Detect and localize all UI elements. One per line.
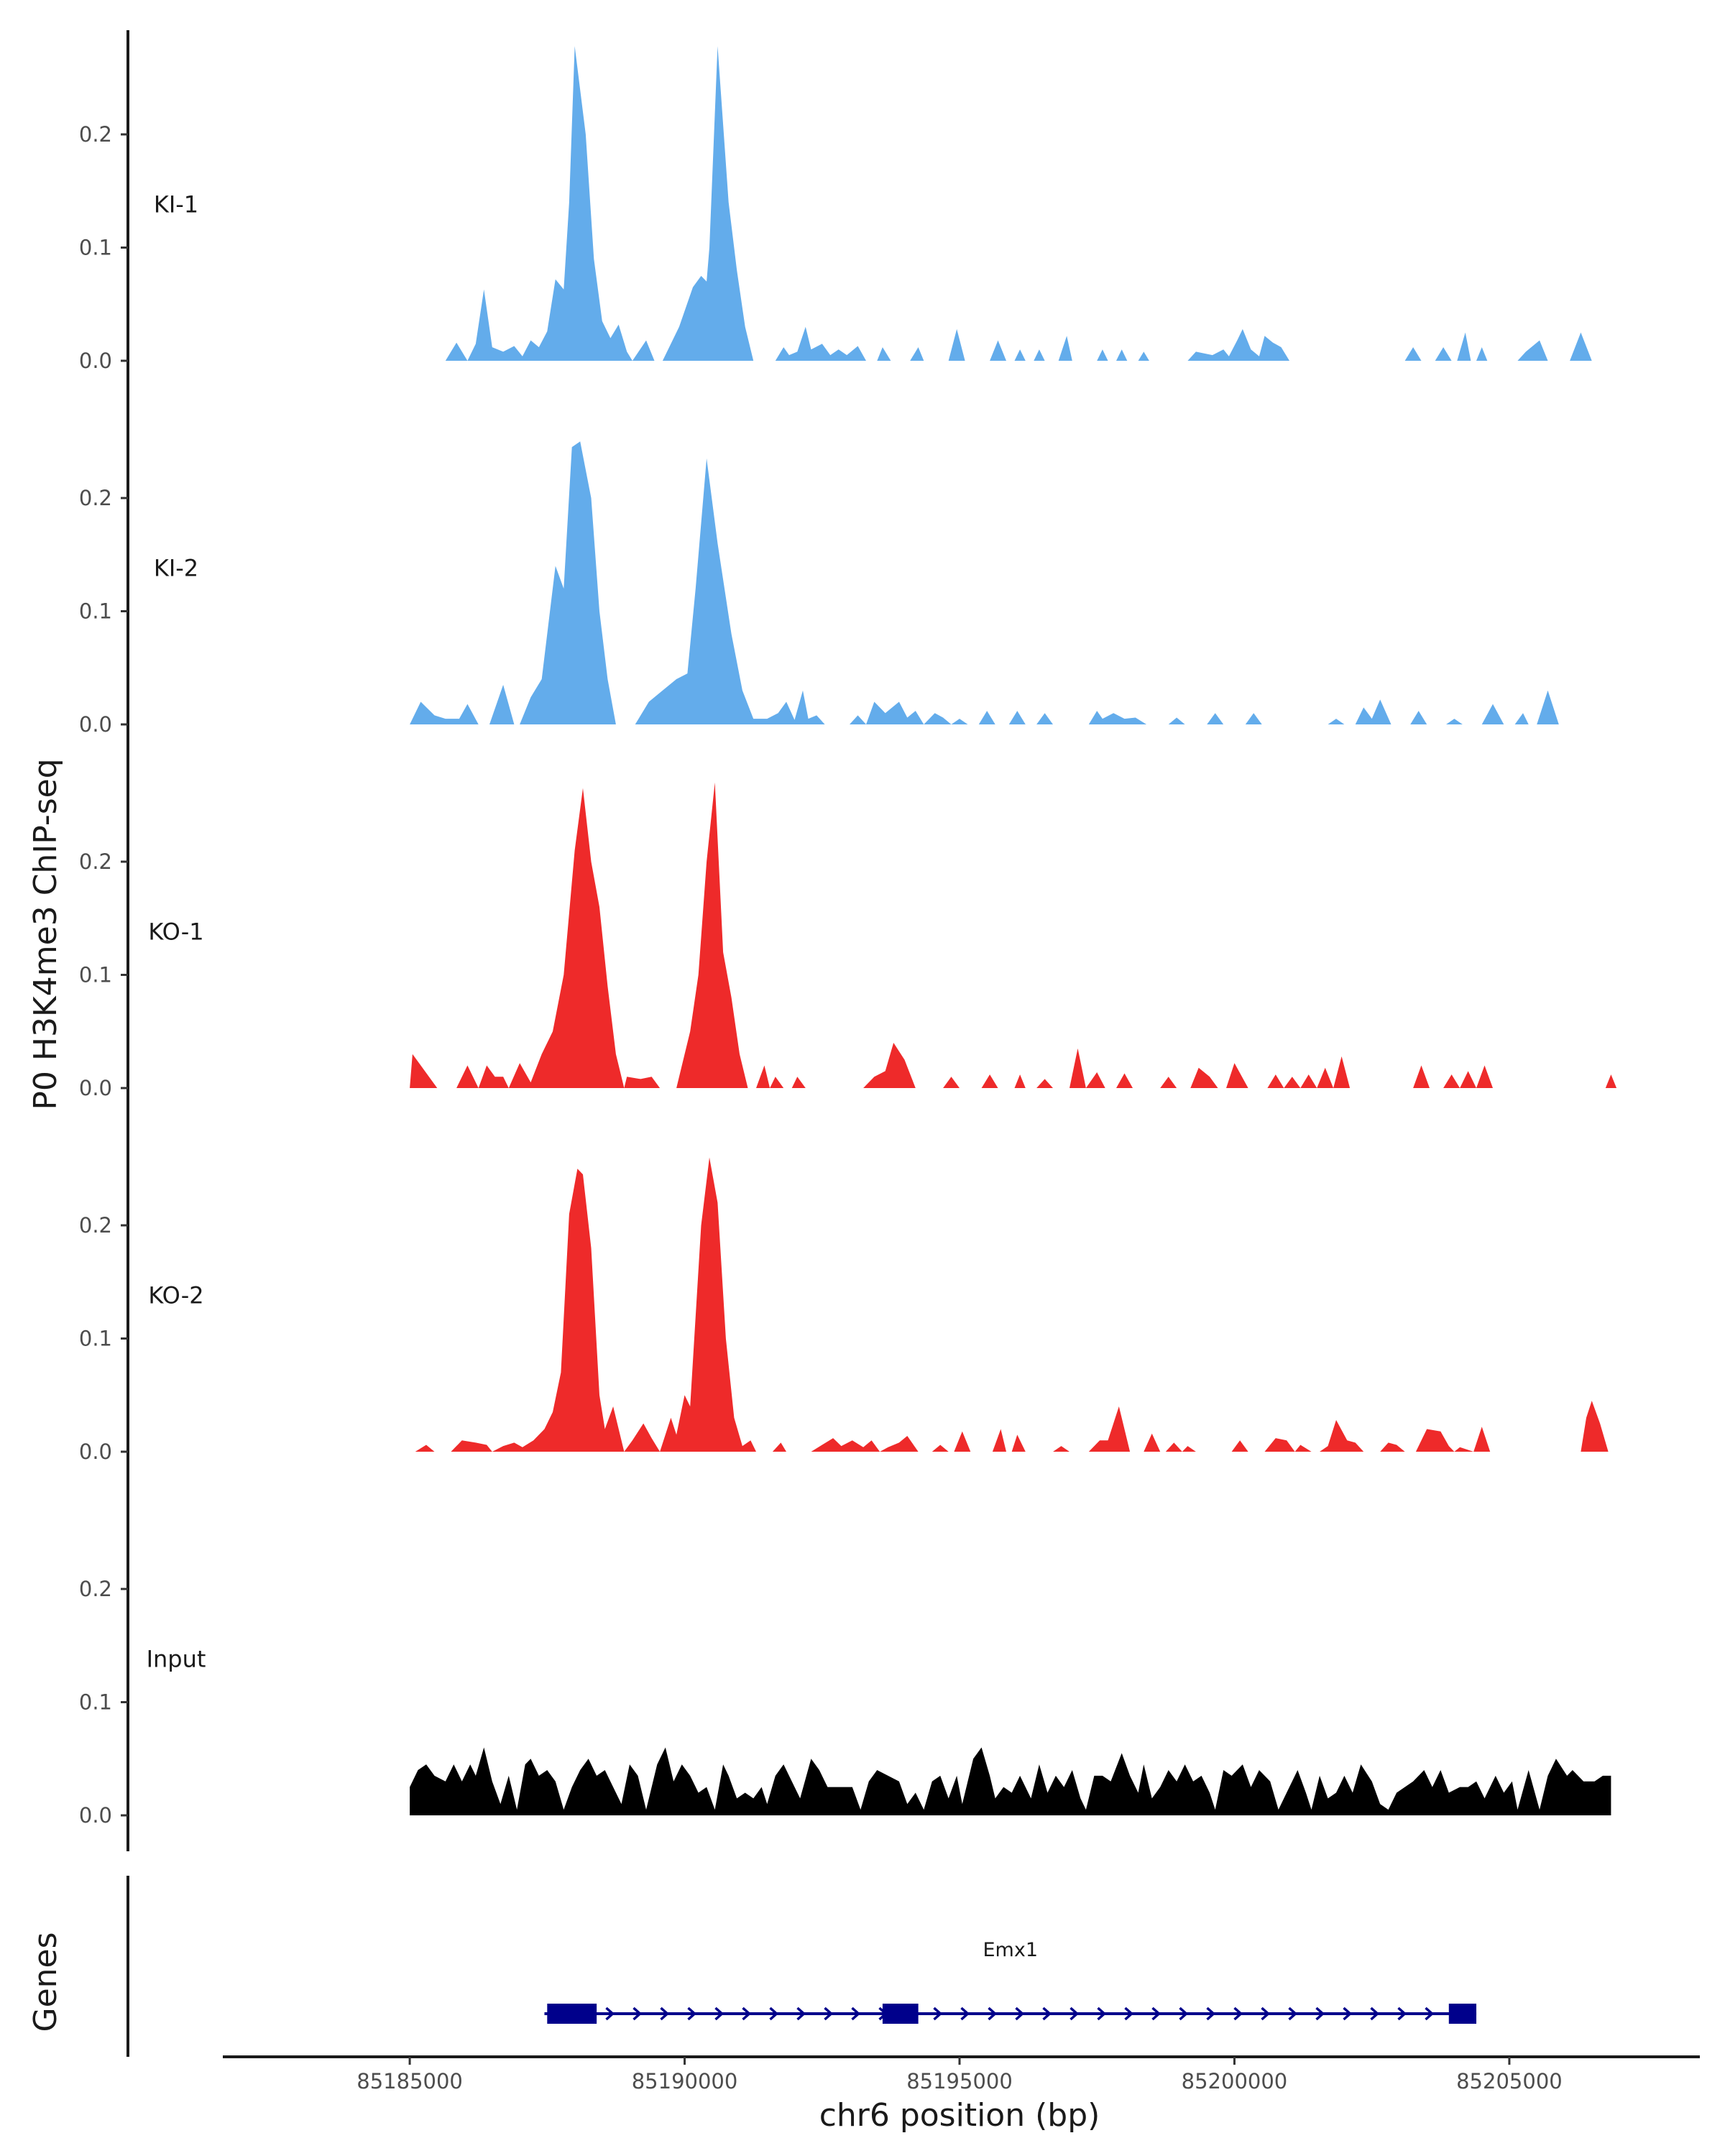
- strand-arrow: [1370, 2007, 1380, 2021]
- signal-area-ko-1: [410, 782, 1617, 1088]
- y-tick-label: 0.0: [79, 349, 112, 373]
- y-tick-label: 0.1: [79, 599, 112, 624]
- y-tick-label: 0.0: [79, 1076, 112, 1100]
- y-tick-label: 0.0: [79, 1803, 112, 1828]
- track-label: Input: [147, 1646, 206, 1673]
- strand-arrow: [742, 2007, 752, 2021]
- tracks-layer: 0.00.10.2KI-10.00.10.2KI-20.00.10.2KO-10…: [79, 30, 1617, 1851]
- x-tick-label: 85185000: [356, 2069, 463, 2093]
- strand-arrow: [1288, 2007, 1298, 2021]
- gene-exon: [1448, 2004, 1477, 2024]
- strand-arrow: [660, 2007, 670, 2021]
- strand-arrow: [988, 2007, 998, 2021]
- strand-arrow: [1261, 2007, 1271, 2021]
- track-ki-1: 0.0 0.1 0.2 KI-1: [79, 30, 1592, 397]
- track-label: KI-2: [154, 555, 198, 582]
- signal-area-ki-1: [445, 46, 1592, 361]
- y-tick-label: 0.2: [79, 1577, 112, 1601]
- track-ki-2: 0.0 0.1 0.2 KI-2: [79, 394, 1559, 760]
- strand-arrow: [1124, 2007, 1134, 2021]
- strand-arrow: [824, 2007, 834, 2021]
- track-label: KO-1: [148, 918, 203, 946]
- strand-arrow: [1151, 2007, 1162, 2021]
- strand-arrow: [769, 2007, 779, 2021]
- strand-arrow: [687, 2007, 697, 2021]
- y-tick-label: 0.1: [79, 963, 112, 987]
- track-ko-1: 0.0 0.1 0.2 KO-1: [79, 757, 1617, 1124]
- x-tick-label: 85200000: [1182, 2069, 1288, 2093]
- x-tick-label: 85205000: [1456, 2069, 1563, 2093]
- y-tick-label: 0.2: [79, 1213, 112, 1238]
- y-tick-label: 0.0: [79, 712, 112, 737]
- track-input: 0.0 0.1 0.2 Input: [79, 1485, 1611, 1851]
- strand-arrow: [1179, 2007, 1189, 2021]
- x-tick-label: 85195000: [906, 2069, 1013, 2093]
- strand-arrow: [796, 2007, 806, 2021]
- y-tick-label: 0.1: [79, 1327, 112, 1351]
- strand-arrow: [605, 2007, 615, 2021]
- strand-arrow: [1233, 2007, 1243, 2021]
- x-tick-label: 85190000: [632, 2069, 738, 2093]
- strand-arrow: [1042, 2007, 1052, 2021]
- y-tick-label: 0.2: [79, 486, 112, 510]
- signal-area-input: [410, 1747, 1611, 1815]
- track-label: KO-2: [148, 1282, 203, 1309]
- y-tick-label: 0.0: [79, 1439, 112, 1464]
- y-tick-label: 0.2: [79, 849, 112, 874]
- track-ko-2: 0.0 0.1 0.2 KO-2: [79, 1121, 1609, 1488]
- strand-arrow: [1015, 2007, 1025, 2021]
- strand-arrow: [933, 2007, 943, 2021]
- y-axis-title: P0 H3K4me3 ChIP-seq: [27, 758, 64, 1110]
- y-tick-label: 0.1: [79, 1690, 112, 1715]
- x-axis-title: chr6 position (bp): [819, 2097, 1100, 2134]
- strand-arrow: [1343, 2007, 1353, 2021]
- gene-exon: [882, 2004, 919, 2024]
- strand-arrow: [1315, 2007, 1325, 2021]
- gene-exon: [547, 2004, 597, 2024]
- strand-arrow: [1070, 2007, 1080, 2021]
- strand-arrow: [714, 2007, 724, 2021]
- signal-area-ko-2: [415, 1157, 1609, 1452]
- signal-area-ki-2: [410, 441, 1559, 724]
- gene-panel: Emx1: [126, 1876, 1477, 2057]
- strand-arrow: [1097, 2007, 1107, 2021]
- track-label: KI-1: [154, 191, 198, 218]
- strand-arrow: [960, 2007, 970, 2021]
- gene-name-label: Emx1: [983, 1939, 1038, 1961]
- strand-arrow: [1206, 2007, 1216, 2021]
- strand-arrow: [851, 2007, 861, 2021]
- genes-axis-title: Genes: [27, 1932, 64, 2032]
- strand-arrow: [1425, 2007, 1435, 2021]
- y-tick-label: 0.1: [79, 236, 112, 260]
- x-axis: 85185000 85190000 85195000 85200000 85205000: [223, 2055, 1700, 2093]
- y-tick-label: 0.2: [79, 122, 112, 147]
- strand-arrow: [632, 2007, 643, 2021]
- strand-arrow: [1397, 2007, 1407, 2021]
